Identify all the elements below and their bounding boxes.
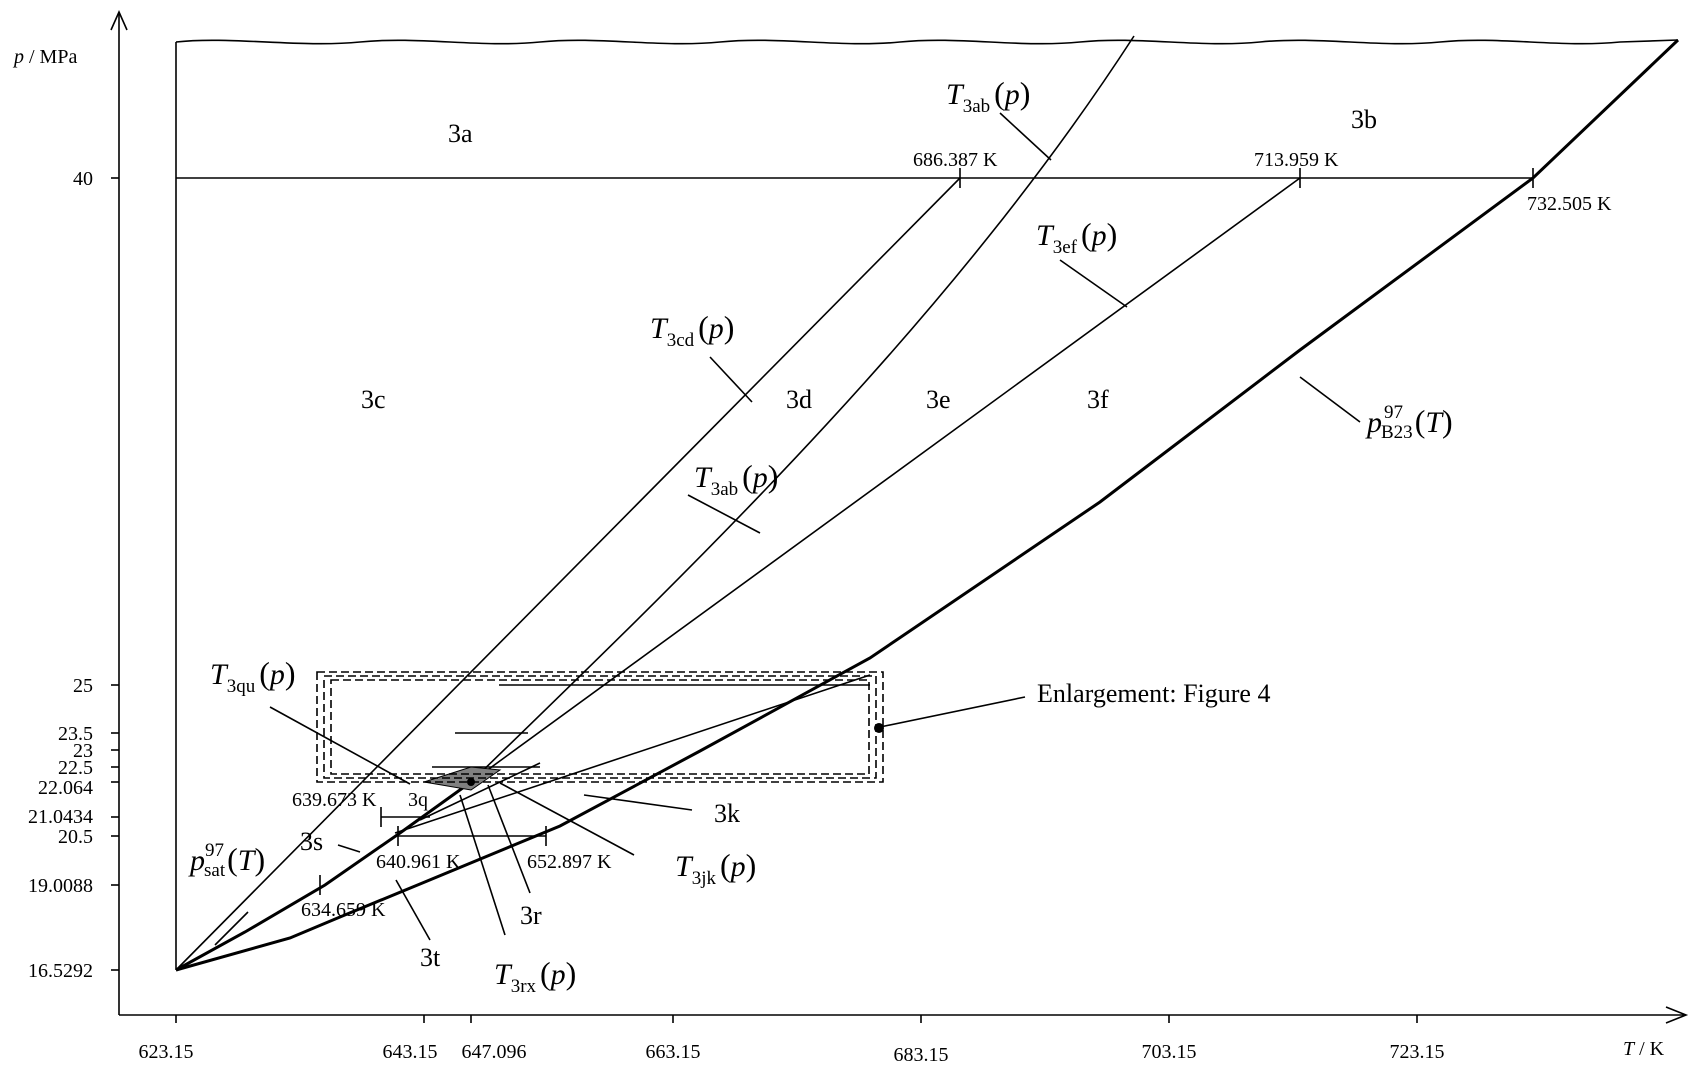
- y-tick-label: 25: [73, 675, 93, 697]
- x-tick-label: 703.15: [1142, 1041, 1197, 1063]
- x-tick-label: 683.15: [894, 1044, 949, 1065]
- t3ef-label: T3ef (p): [1036, 216, 1117, 258]
- temperature-labels: 686.387 K 713.959 K 732.505 K 639.673 K …: [292, 149, 1612, 921]
- enlargement-box-outer: [316, 671, 884, 783]
- temperature-label: 732.505 K: [1527, 193, 1612, 215]
- x-tick-label: 723.15: [1390, 1041, 1445, 1063]
- temperature-label: 652.897 K: [527, 851, 612, 873]
- t3cd-label: T3cd (p): [650, 309, 734, 351]
- x-tick-label: 663.15: [646, 1041, 701, 1063]
- x-tick-label: 647.096: [462, 1041, 527, 1063]
- t3jk-upper-curve: [394, 674, 871, 834]
- t3jk-label: T3jk (p): [675, 847, 756, 889]
- enlargement-box-middle: [323, 675, 877, 779]
- t3ab-mid-label: T3ab (p): [694, 458, 778, 500]
- y-axis-label: p / MPa: [12, 46, 77, 68]
- x-tick-labels: 623.15 643.15 647.096 663.15 683.15 703.…: [139, 1041, 1445, 1065]
- temperature-label: 639.673 K: [292, 789, 377, 811]
- x-axis-label: T / K: [1623, 1038, 1665, 1060]
- temperature-label: 634.659 K: [301, 899, 386, 921]
- region-label: 3s: [300, 827, 323, 856]
- region-label: 3r: [520, 901, 542, 930]
- y-tick-label: 21.0434: [28, 806, 93, 828]
- t3rx-label: T3rx (p): [494, 955, 576, 997]
- boundary-lines: [175, 35, 1680, 972]
- y-tick-label: 23.5: [58, 723, 93, 745]
- region-label: 3k: [714, 799, 740, 828]
- enlargement-boxes: [316, 671, 884, 783]
- region-label: 3c: [361, 385, 386, 414]
- x-tick-label: 623.15: [139, 1041, 194, 1063]
- t3qu-label: T3qu (p): [210, 655, 296, 697]
- leader-lines: [214, 112, 1361, 946]
- y-tick-label: 40: [73, 168, 93, 190]
- temperature-label: 640.961 K: [376, 851, 461, 873]
- t3ab-curve: [470, 35, 1135, 783]
- x-axis-arrow: [1665, 1006, 1689, 1024]
- y-tick-label: 19.0088: [28, 875, 93, 897]
- y-axis-arrow: [110, 10, 128, 31]
- enlargement-label: Enlargement: Figure 4: [1037, 679, 1270, 708]
- region-label: 3f: [1087, 385, 1109, 414]
- x-tick-label: 643.15: [383, 1041, 438, 1063]
- region-label: 3t: [420, 943, 441, 972]
- curve-labels: T3ab (p) T3cd (p) T3ab (p) T3ef (p) T3qu (p) …: [188, 75, 1453, 997]
- y-tick-label: 22.5: [58, 757, 93, 779]
- wavy-top-boundary: [175, 39, 1679, 45]
- region-label: 3b: [1351, 105, 1377, 134]
- enlargement-box-inner: [330, 679, 870, 775]
- y-tick-labels: 40 25 23.5 23 22.5 22.064 21.0434 20.5 1…: [28, 168, 93, 982]
- temperature-label: 713.959 K: [1254, 149, 1339, 171]
- region-label: 3q: [408, 789, 428, 811]
- y-tick-label: 16.5292: [28, 960, 93, 982]
- saturation-curve: [175, 780, 472, 972]
- pb23-label: p 97 B23(T): [1365, 402, 1453, 443]
- temperature-tick-marks: [319, 168, 1534, 895]
- region-labels: 3a 3b 3c 3d 3e 3f 3k 3q 3r 3s 3t: [300, 105, 1377, 972]
- t3cd-curve: [175, 177, 961, 971]
- y-tick-label: 22.064: [38, 777, 93, 799]
- t3ef-curve: [470, 177, 1301, 783]
- b23-boundary-curve: [175, 38, 1680, 972]
- y-tick-label: 23: [73, 740, 93, 762]
- region-label: 3a: [448, 119, 473, 148]
- region-label: 3d: [786, 385, 812, 414]
- region-label: 3e: [926, 385, 951, 414]
- psat-label: p97 sat(T): [188, 840, 265, 881]
- axes: [110, 10, 1689, 1024]
- inner-subregion-line: [419, 762, 541, 821]
- y-tick-label: 20.5: [58, 826, 93, 848]
- t3ab-top-label: T3ab (p): [946, 75, 1030, 117]
- temperature-label: 686.387 K: [913, 149, 998, 171]
